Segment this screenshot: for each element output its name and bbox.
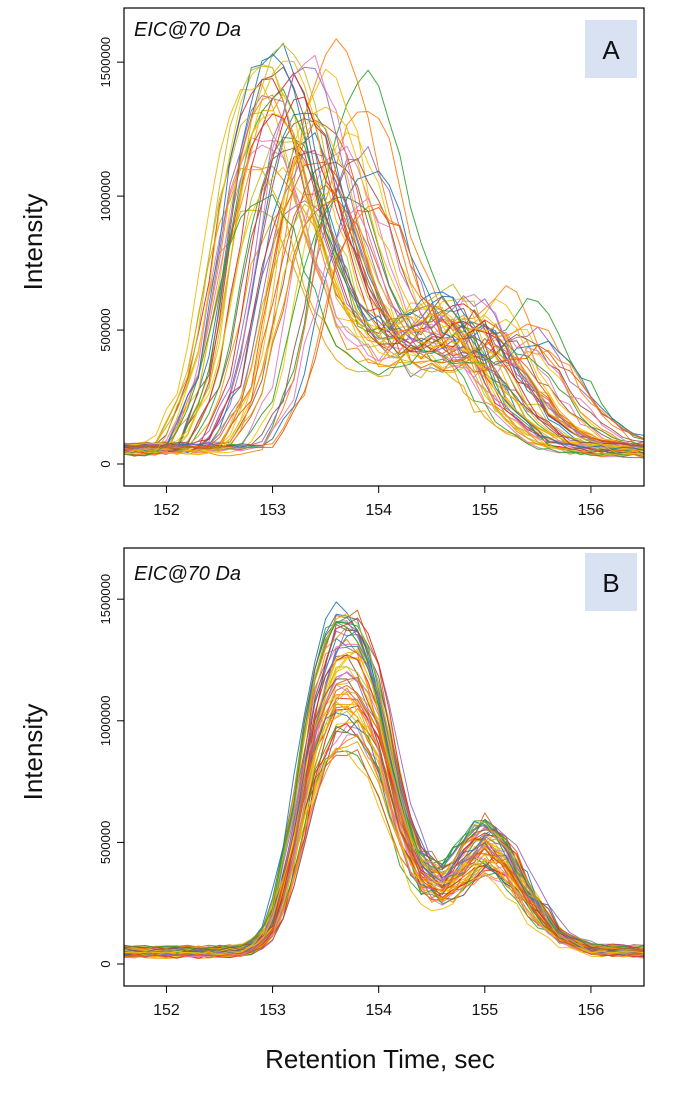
panel-a-series-line: [123, 150, 645, 450]
panel-a-series-line: [123, 66, 645, 454]
panel-a-y-tick-label: 1000000: [98, 171, 113, 222]
panel-a-x-tick-label: 156: [578, 502, 605, 519]
panel-a-y-tick-label: 500000: [98, 308, 113, 351]
panel-b-series-line: [123, 725, 645, 954]
panel-a-series-group: [123, 38, 645, 459]
panel-a-series-line: [123, 199, 645, 451]
panel-a-series-line: [123, 191, 645, 452]
panel-a-letter: A: [602, 35, 620, 65]
panel-a-series-line: [123, 170, 645, 448]
panel-b-series-line: [124, 613, 645, 956]
panel-a-series-line: [123, 149, 645, 447]
panel-b-x-tick-label: 155: [471, 1002, 498, 1019]
panel-b-series-line: [123, 623, 645, 953]
panel-a-y-axis-label: Intensity: [18, 194, 48, 291]
panel-b-y-tick-label: 1500000: [98, 574, 113, 625]
panel-a-series-line: [123, 111, 645, 449]
panel-b-series-group: [123, 601, 645, 959]
panel-a-series-line: [123, 166, 645, 449]
panel-b-plot-frame: [123, 547, 645, 987]
panel-a-x-tick-label: 155: [471, 502, 498, 519]
panel-b-series-line: [123, 741, 645, 951]
panel-a-series-line: [123, 94, 645, 459]
panel-a-series-line: [123, 72, 645, 450]
panel-a-series-line: [123, 88, 645, 457]
panel-b-x-tick-label: 156: [578, 1002, 605, 1019]
panel-b-x-tick-label: 152: [153, 1002, 180, 1019]
panel-a-series-line: [123, 194, 645, 459]
x-axis-label: Retention Time, sec: [265, 1044, 495, 1074]
panel-a-series-line: [123, 120, 645, 455]
panel-a-series-line: [123, 132, 645, 455]
panel-a-series-line: [123, 144, 645, 449]
panel-a-x-tick-label: 154: [365, 502, 392, 519]
panel-a-series-line: [123, 147, 645, 448]
panel-b-series-line: [123, 703, 645, 959]
panel-a-plot-frame: [123, 7, 645, 487]
panel-a-series-line: [123, 111, 645, 457]
panel-a-annotation: EIC@70 Da: [134, 19, 241, 41]
panel-b-y-tick-label: 500000: [98, 821, 113, 864]
panel-b-y-axis-label: Intensity: [18, 704, 48, 801]
panel-b-letter: B: [602, 568, 619, 598]
panel-a-series-line: [123, 206, 645, 451]
panel-a-series-line: [123, 112, 645, 448]
panel-b-series-line: [123, 677, 645, 958]
panel-b-x-tick-label: 153: [259, 1002, 286, 1019]
panel-a-x-tick-label: 153: [259, 502, 286, 519]
panel-a-y-tick-label: 0: [98, 460, 113, 467]
panel-a-chart: 152 153 154 155 156 0 500000 1000000 1500000 A E…: [18, 7, 645, 519]
panel-b-annotation: EIC@70 Da: [134, 563, 241, 585]
panel-a-x-tick-label: 152: [153, 502, 180, 519]
panel-a-series-line: [123, 65, 645, 457]
panel-a-axes: 152 153 154 155 156 0 500000 1000000 1500000: [98, 37, 604, 519]
panel-b-y-tick-label: 0: [98, 960, 113, 967]
panel-b-chart: 152 153 154 155 156 0 500000 1000000 1500000 B E…: [18, 547, 645, 1074]
panel-a-series-line: [123, 53, 645, 451]
panel-a-y-tick-label: 1500000: [98, 37, 113, 88]
panel-b-y-tick-label: 1000000: [98, 695, 113, 746]
panel-b-series-line: [123, 725, 645, 957]
panel-a-series-line: [123, 113, 645, 457]
panel-b-axes: 152 153 154 155 156 0 500000 1000000 1500000: [98, 574, 604, 1019]
panel-a-series-line: [124, 137, 645, 458]
panel-a-series-line: [123, 106, 645, 456]
panel-b-series-line: [123, 617, 645, 959]
panel-b-letter-box: [585, 553, 637, 611]
panel-a-letter-box: [585, 20, 637, 78]
panel-b-series-line: [123, 749, 645, 949]
panel-b-series-line: [123, 621, 645, 950]
panel-b-x-tick-label: 154: [365, 1002, 392, 1019]
panel-a-series-line: [123, 197, 645, 454]
